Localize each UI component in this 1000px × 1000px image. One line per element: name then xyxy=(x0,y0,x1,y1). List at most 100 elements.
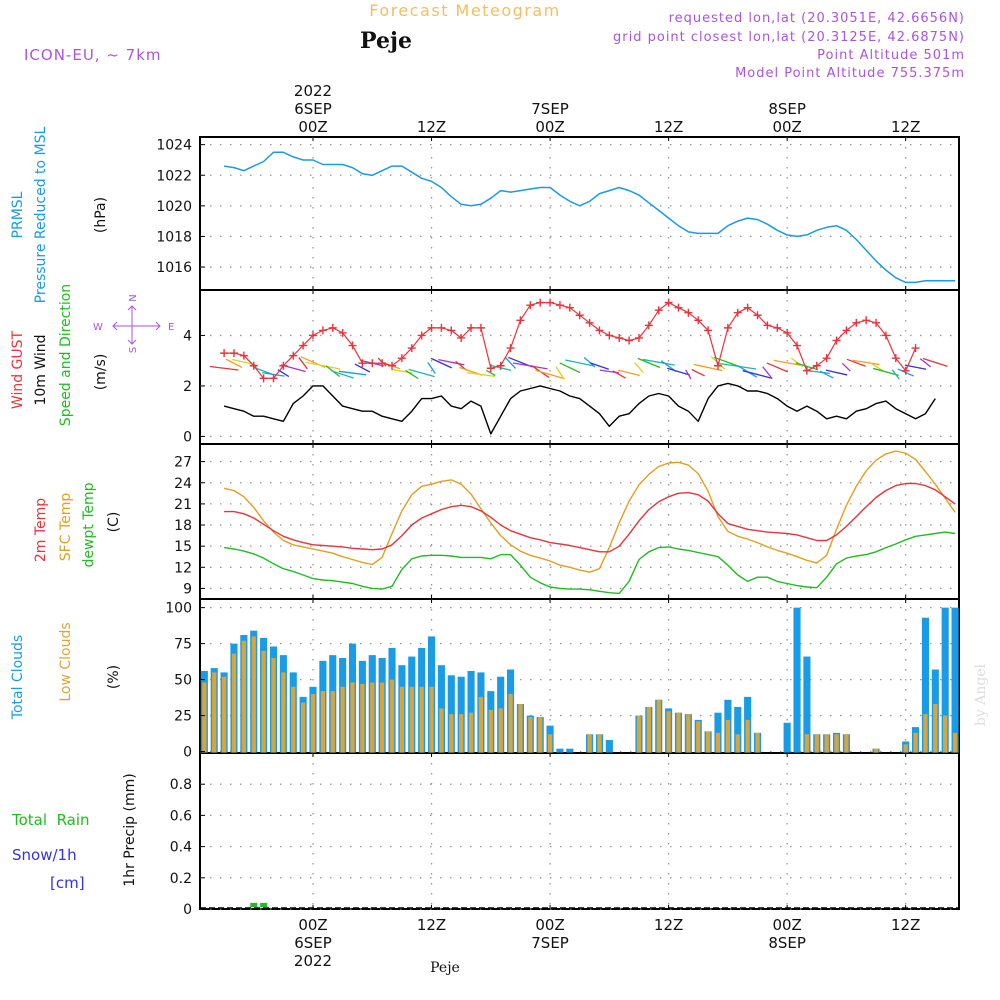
total-cloud-bar xyxy=(566,748,574,753)
low-cloud-bar xyxy=(468,712,474,753)
gust-marker xyxy=(654,306,663,315)
low-cloud-bar xyxy=(646,706,651,753)
sfc-temp-line xyxy=(223,450,956,573)
low-cloud-bar xyxy=(380,682,385,753)
low-cloud-bar xyxy=(824,734,829,753)
total-cloud-bar xyxy=(941,607,949,753)
y-tick-label: 0.8 xyxy=(170,777,192,793)
percent-label: (%) xyxy=(106,665,122,689)
compass-w: W xyxy=(93,322,103,333)
gust-label: Wind GUST xyxy=(10,330,26,409)
low-cloud-bar xyxy=(429,686,434,753)
low-cloud-bar xyxy=(735,734,740,753)
gust-marker xyxy=(318,326,327,335)
low-cloud-bar xyxy=(913,732,918,753)
low-cloud-bar xyxy=(715,732,721,753)
wind-direction-arrow xyxy=(430,357,453,369)
low-cloud-bar xyxy=(725,719,731,753)
gust-marker xyxy=(872,318,881,327)
location-title: Peje xyxy=(360,28,412,54)
pressure-msl-label: Pressure Reduced to MSL xyxy=(33,126,49,303)
wind-direction-arrow xyxy=(305,361,341,370)
gust-marker xyxy=(467,323,476,332)
y-tick-label: 27 xyxy=(174,455,192,471)
time-label-top: 8SEP xyxy=(768,100,806,118)
y-tick-label: 0.2 xyxy=(170,871,192,887)
time-label-top: 6SEP xyxy=(294,100,332,118)
low-cloud-bar xyxy=(202,682,207,753)
low-cloud-bar xyxy=(300,702,306,753)
model-label: ICON-EU, ~ 7km xyxy=(24,46,162,64)
temp2m-label: 2m Temp xyxy=(33,498,49,562)
gust-marker xyxy=(388,361,397,370)
gust-marker xyxy=(358,359,367,368)
gust-marker xyxy=(733,308,742,317)
wind-direction-arrow xyxy=(637,357,661,369)
low-cloud-bar xyxy=(587,734,592,753)
wind-direction-arrow xyxy=(868,361,884,372)
low-cloud-bar xyxy=(923,714,928,753)
low-cloud-bar xyxy=(952,732,958,753)
low-cloud-bar xyxy=(478,696,484,753)
gust-marker xyxy=(476,323,485,332)
gust-marker xyxy=(625,336,634,345)
low-cloud-bar xyxy=(686,714,691,753)
gust-marker xyxy=(793,341,802,350)
low-cloud-bar xyxy=(834,734,839,753)
time-label-top: 7SEP xyxy=(531,100,569,118)
low-cloud-bar xyxy=(399,686,405,753)
time-label-bottom: 8SEP xyxy=(768,934,806,952)
low-cloud-bar xyxy=(340,686,345,753)
compass-e: E xyxy=(168,322,174,333)
wind-direction-arrow xyxy=(559,362,581,374)
wind-direction-arrow xyxy=(685,369,692,380)
low-cloud-bar xyxy=(636,715,642,753)
gust-marker xyxy=(565,303,574,312)
time-label-bottom: 12Z xyxy=(654,916,683,934)
low-cloud-bar xyxy=(498,708,503,753)
low-cloud-bar xyxy=(370,682,375,753)
wind-direction-arrow xyxy=(338,370,367,376)
y-tick-label: 1016 xyxy=(156,260,192,276)
y-ticks: 1016101810201022102402491215182124270255… xyxy=(156,138,205,918)
time-label-top: 00Z xyxy=(298,118,327,136)
wind-direction-arrow xyxy=(790,357,804,368)
compass-rose: W E N S xyxy=(93,294,174,353)
gust-marker xyxy=(773,323,782,332)
low-cloud-bar xyxy=(459,714,464,753)
time-label-bottom: 2022 xyxy=(294,952,332,970)
gust-marker xyxy=(427,323,436,332)
wind-direction-arrow xyxy=(873,367,899,376)
wind-direction-arrow xyxy=(691,368,706,377)
gust-marker xyxy=(684,308,693,317)
low-cloud-bar xyxy=(251,636,256,753)
gust-marker xyxy=(881,331,890,340)
gust-marker xyxy=(634,333,643,342)
grid xyxy=(200,137,959,910)
wind-direction-arrow xyxy=(331,370,354,379)
low-cloud-bar xyxy=(755,732,760,753)
gust-marker xyxy=(605,331,614,340)
y-tick-label: 50 xyxy=(174,673,192,689)
low-cloud-bar xyxy=(547,734,553,753)
y-tick-label: 0 xyxy=(183,902,192,918)
gust-marker xyxy=(486,364,495,373)
gust-marker xyxy=(506,344,515,353)
gust-marker xyxy=(694,316,703,325)
low-cloud-bar xyxy=(439,708,444,753)
wind-direction-arrow xyxy=(634,362,644,374)
wind-direction-arrow xyxy=(565,359,595,367)
wind-direction-arrow xyxy=(618,369,640,377)
low-cloud-bar xyxy=(271,658,276,753)
total-rain-label: Total Rain xyxy=(11,811,90,829)
gust-marker xyxy=(229,349,238,358)
time-label-top: 2022 xyxy=(294,82,332,100)
y-tick-label: 0.4 xyxy=(170,840,192,856)
wind-direction-arrow xyxy=(438,358,465,366)
wind-direction-arrow xyxy=(919,358,932,368)
y-tick-label: 25 xyxy=(174,709,192,725)
gust-marker xyxy=(891,354,900,363)
time-label-bottom: 12Z xyxy=(891,916,920,934)
dewpt-line xyxy=(224,531,956,595)
